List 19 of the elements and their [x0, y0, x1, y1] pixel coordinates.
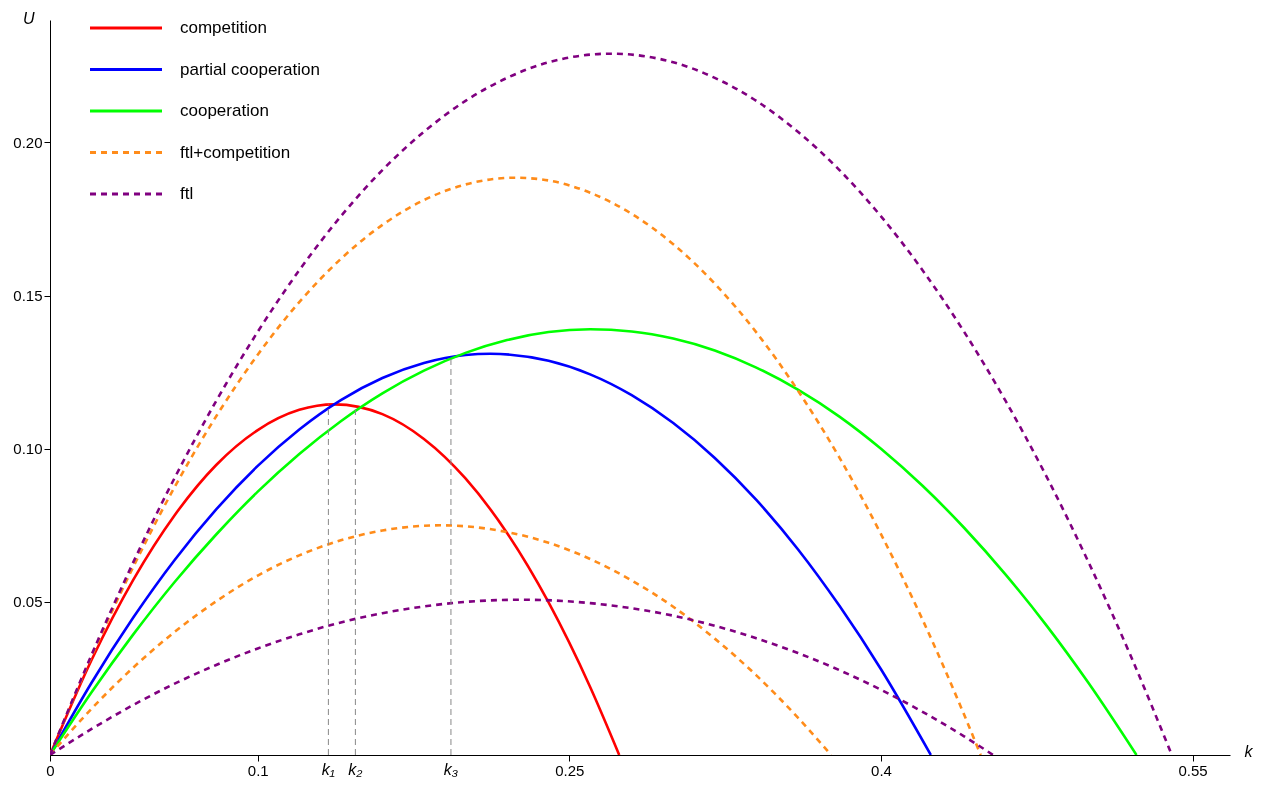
annotation: k₁	[321, 761, 335, 778]
y-tick-label: 0.10	[13, 440, 43, 458]
y-tick-label: 0.20	[13, 134, 43, 151]
legend-label: ftl+competition	[180, 142, 291, 162]
y-axis-title: U	[22, 9, 35, 27]
y-tick-label: 0.15	[13, 287, 43, 305]
legend-label: competition	[180, 18, 267, 37]
y-tick-label: 0.05	[13, 593, 43, 611]
x-tick-label: 0.55	[1178, 761, 1208, 779]
annotation: k₃	[443, 761, 459, 778]
annotation: k₂	[348, 761, 363, 778]
legend-label: partial cooperation	[180, 59, 320, 79]
legend-label: cooperation	[180, 101, 269, 120]
x-tick-label: 0.4	[871, 761, 892, 779]
x-tick-label: 0.25	[555, 761, 585, 779]
x-axis-title: k	[1244, 742, 1254, 760]
x-tick-label: 0	[46, 761, 55, 779]
x-tick-label: 0.1	[247, 761, 269, 779]
legend-label: ftl	[180, 184, 194, 203]
